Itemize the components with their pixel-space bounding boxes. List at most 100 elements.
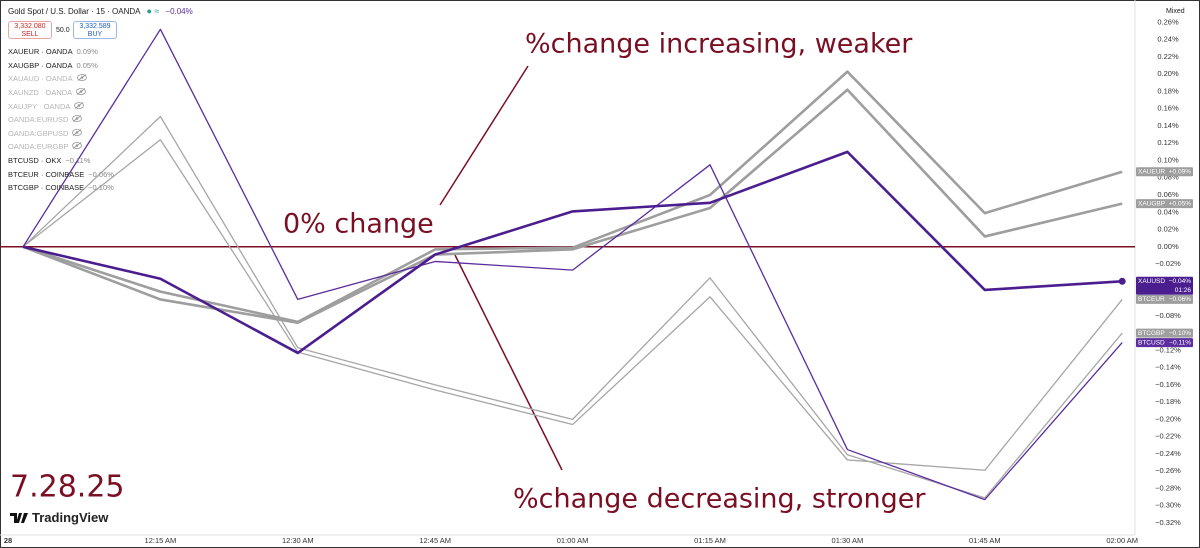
compare-symbol: BTCUSD · OKX — [8, 156, 62, 166]
x-tick-label: 28 — [4, 536, 12, 545]
price-tag-symbol: BTCGBP — [1138, 330, 1165, 337]
sell-price: 3,332.080 — [14, 23, 46, 30]
hidden-icon — [74, 101, 85, 111]
x-tick-label: 01:30 AM — [832, 536, 864, 545]
y-tick-label: −0.32% — [1155, 518, 1181, 527]
compare-change: −0.10% — [88, 183, 114, 193]
x-tick-label: 01:00 AM — [557, 536, 589, 545]
series-line — [22, 115, 1123, 499]
date-annotation: 7.28.25 — [10, 470, 125, 505]
compare-symbol: XAUGBP · OANDA — [8, 60, 73, 70]
y-tick-label: −0.18% — [1155, 397, 1181, 406]
symbol-header: Gold Spot / U.S. Dollar · 15 · OANDA ● ≈… — [8, 6, 193, 16]
compare-symbol: XAUEUR · OANDA — [8, 47, 73, 57]
price-tag-value: −0.06% — [1169, 296, 1191, 303]
series-line — [22, 70, 1123, 324]
price-tag-value: +0.09% — [1169, 168, 1191, 175]
eye-icon — [72, 128, 83, 136]
compare-symbol: XAUAUD · OANDA — [8, 74, 73, 84]
compare-item: OANDA:EURGBP — [8, 140, 114, 154]
sell-label: SELL — [21, 31, 39, 38]
price-tag-value: +0.05% — [1169, 200, 1191, 207]
annotation: %change decreasing, stronger — [513, 484, 926, 515]
y-tick-label: −0.30% — [1155, 501, 1181, 510]
y-tick-label: −0.16% — [1155, 380, 1181, 389]
price-tag — [1136, 276, 1193, 295]
compare-symbol: OANDA:EURGBP — [8, 142, 69, 152]
compare-symbol: OANDA:GBPUSD — [8, 128, 69, 138]
eye-icon — [74, 101, 85, 109]
brand: TradingView — [10, 510, 108, 525]
price-tag-symbol: XAUGBP — [1138, 200, 1165, 207]
y-tick-label: −0.26% — [1155, 466, 1181, 475]
compare-item: XAUEUR · OANDA 0.09% — [8, 45, 114, 59]
hidden-icon — [72, 128, 83, 138]
spread: 50.0 — [56, 27, 70, 34]
y-tick-label: −0.20% — [1155, 414, 1181, 423]
annotation: 0% change — [283, 209, 434, 240]
y-tick-label: −0.08% — [1155, 311, 1181, 320]
series-line — [22, 28, 1123, 501]
y-tick-label: 0.18% — [1157, 86, 1179, 95]
buy-price: 3,332.589 — [79, 23, 111, 30]
compare-symbol: XAUNZD · OANDA — [8, 88, 73, 98]
status-icons: ● ≈ — [146, 6, 160, 16]
price-tag-symbol: XAUUSD — [1138, 278, 1165, 285]
last-point — [1118, 277, 1126, 285]
y-tick-label: −0.02% — [1155, 259, 1181, 268]
price-tag-value: −0.04% — [1169, 278, 1191, 285]
compare-item: OANDA:EURUSD — [8, 113, 114, 127]
y-tick-label: −0.28% — [1155, 483, 1181, 492]
eye-icon — [72, 142, 83, 150]
bar-countdown: 01:26 — [1175, 287, 1192, 294]
eye-icon — [76, 74, 87, 82]
series-line — [22, 88, 1123, 325]
x-tick-label: 01:45 AM — [969, 536, 1001, 545]
eye-icon — [72, 115, 83, 123]
y-tick-label: −0.22% — [1155, 432, 1181, 441]
compare-item: XAUJPY · OANDA — [8, 99, 114, 113]
y-tick-label: 0.04% — [1157, 207, 1179, 216]
y-tick-label: 0.02% — [1157, 225, 1179, 234]
compare-list: XAUEUR · OANDA 0.09% XAUGBP · OANDA 0.05% XA… — [8, 45, 114, 195]
compare-change: 0.05% — [76, 60, 98, 70]
compare-item: OANDA:GBPUSD — [8, 127, 114, 141]
compare-symbol: BTCEUR · COINBASE — [8, 169, 85, 179]
hidden-icon — [72, 142, 83, 151]
y-tick-label: 0.20% — [1157, 69, 1179, 78]
compare-symbol: BTCGBP · COINBASE — [8, 183, 85, 193]
x-tick-label: 02:00 AM — [1106, 536, 1138, 545]
y-tick-label: 0.06% — [1157, 190, 1179, 199]
y-tick-label: 0.16% — [1157, 104, 1179, 113]
y-tick-label: −0.12% — [1155, 345, 1181, 354]
compare-change: −0.11% — [65, 156, 91, 166]
price-tag-symbol: BTCEUR — [1138, 296, 1165, 303]
brand-logo — [10, 512, 28, 523]
scale-mode[interactable]: Mixed — [1166, 8, 1185, 15]
y-tick-label: 0.14% — [1157, 121, 1179, 130]
buy-button[interactable]: 3,332.589 BUY — [73, 21, 117, 39]
price-tag-value: −0.11% — [1169, 339, 1191, 346]
x-tick-label: 12:30 AM — [282, 536, 314, 545]
y-tick-label: 0.22% — [1157, 52, 1179, 61]
hidden-icon — [76, 74, 87, 83]
y-tick-label: 0.08% — [1157, 173, 1179, 182]
compare-symbol: XAUJPY · OANDA — [8, 101, 71, 111]
price-tag — [1136, 167, 1193, 177]
annotation: %change increasing, weaker — [525, 29, 913, 60]
y-tick-label: 0.24% — [1157, 35, 1179, 44]
series-line — [22, 139, 1123, 471]
buy-label: BUY — [87, 31, 103, 38]
price-tag — [1136, 199, 1193, 209]
y-tick-label: 0.00% — [1157, 242, 1179, 251]
compare-symbol: OANDA:EURUSD — [8, 115, 69, 125]
pointer-line — [454, 254, 563, 471]
y-tick-label: 0.12% — [1157, 138, 1179, 147]
price-tag-value: −0.10% — [1169, 330, 1191, 337]
y-tick-label: 0.26% — [1157, 17, 1179, 26]
compare-item: XAUNZD · OANDA — [8, 86, 114, 100]
y-tick-label: −0.14% — [1155, 363, 1181, 372]
sell-button[interactable]: 3,332.080 SELL — [8, 21, 52, 39]
compare-item: XAUGBP · OANDA 0.05% — [8, 59, 114, 73]
compare-item: BTCGBP · COINBASE −0.10% — [8, 181, 114, 195]
